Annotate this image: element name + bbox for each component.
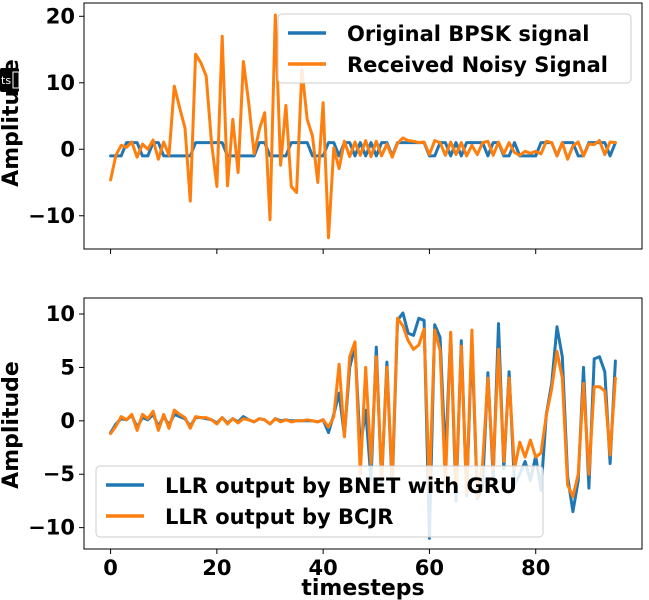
legend: Original BPSK signal Received Noisy Signa… bbox=[277, 13, 632, 84]
y-tick-label: 10 bbox=[46, 302, 75, 326]
legend: LLR output by BNET with GRU LLR output by… bbox=[95, 465, 544, 538]
legend-label: Original BPSK signal bbox=[347, 22, 589, 46]
x-tick-label: 0 bbox=[103, 556, 118, 580]
legend-box bbox=[277, 13, 632, 84]
y-axis-label: Amplitude bbox=[0, 361, 24, 489]
y-tick-label: 5 bbox=[60, 355, 75, 379]
y-tick-label: 0 bbox=[60, 137, 75, 161]
x-tick-label: 40 bbox=[309, 556, 338, 580]
badge: ts bbox=[0, 68, 20, 92]
x-axis-label: timesteps bbox=[301, 576, 424, 600]
x-tick-label: 20 bbox=[202, 556, 231, 580]
legend-box bbox=[95, 465, 544, 538]
y-tick-label: 10 bbox=[46, 71, 75, 95]
badge-frame-icon bbox=[12, 71, 20, 89]
y-tick-label: −10 bbox=[28, 516, 75, 540]
series-line-2 bbox=[109, 13, 617, 240]
legend-label: LLR output by BNET with GRU bbox=[165, 474, 517, 498]
y-tick-label: −5 bbox=[43, 462, 75, 486]
y-tick-label: 20 bbox=[46, 4, 75, 28]
x-tick-label: 60 bbox=[415, 556, 444, 580]
legend-label: Received Noisy Signal bbox=[347, 53, 608, 77]
plot-frame bbox=[83, 297, 643, 550]
y-tick-label: −10 bbox=[28, 204, 75, 228]
x-tick-label: 80 bbox=[521, 556, 550, 580]
plot-frame bbox=[83, 2, 643, 250]
y-tick-label: 0 bbox=[60, 409, 75, 433]
badge-text: ts bbox=[1, 74, 11, 87]
badge-background bbox=[0, 68, 19, 92]
legend-label: LLR output by BCJR bbox=[165, 505, 393, 529]
subplot-2: 0 20 40 60 80 −10 −5 0 5 10 Amplitude timesteps LLR … bbox=[0, 297, 643, 600]
series-line-2 bbox=[109, 316, 617, 500]
